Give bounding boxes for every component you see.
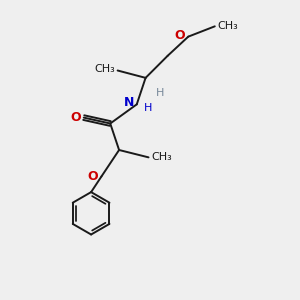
Text: O: O — [70, 111, 81, 124]
Text: O: O — [87, 170, 98, 183]
Text: H: H — [144, 103, 152, 113]
Text: O: O — [174, 29, 185, 42]
Text: CH₃: CH₃ — [151, 152, 172, 162]
Text: CH₃: CH₃ — [217, 21, 238, 31]
Text: H: H — [156, 88, 164, 98]
Text: CH₃: CH₃ — [94, 64, 115, 74]
Text: N: N — [124, 96, 134, 110]
